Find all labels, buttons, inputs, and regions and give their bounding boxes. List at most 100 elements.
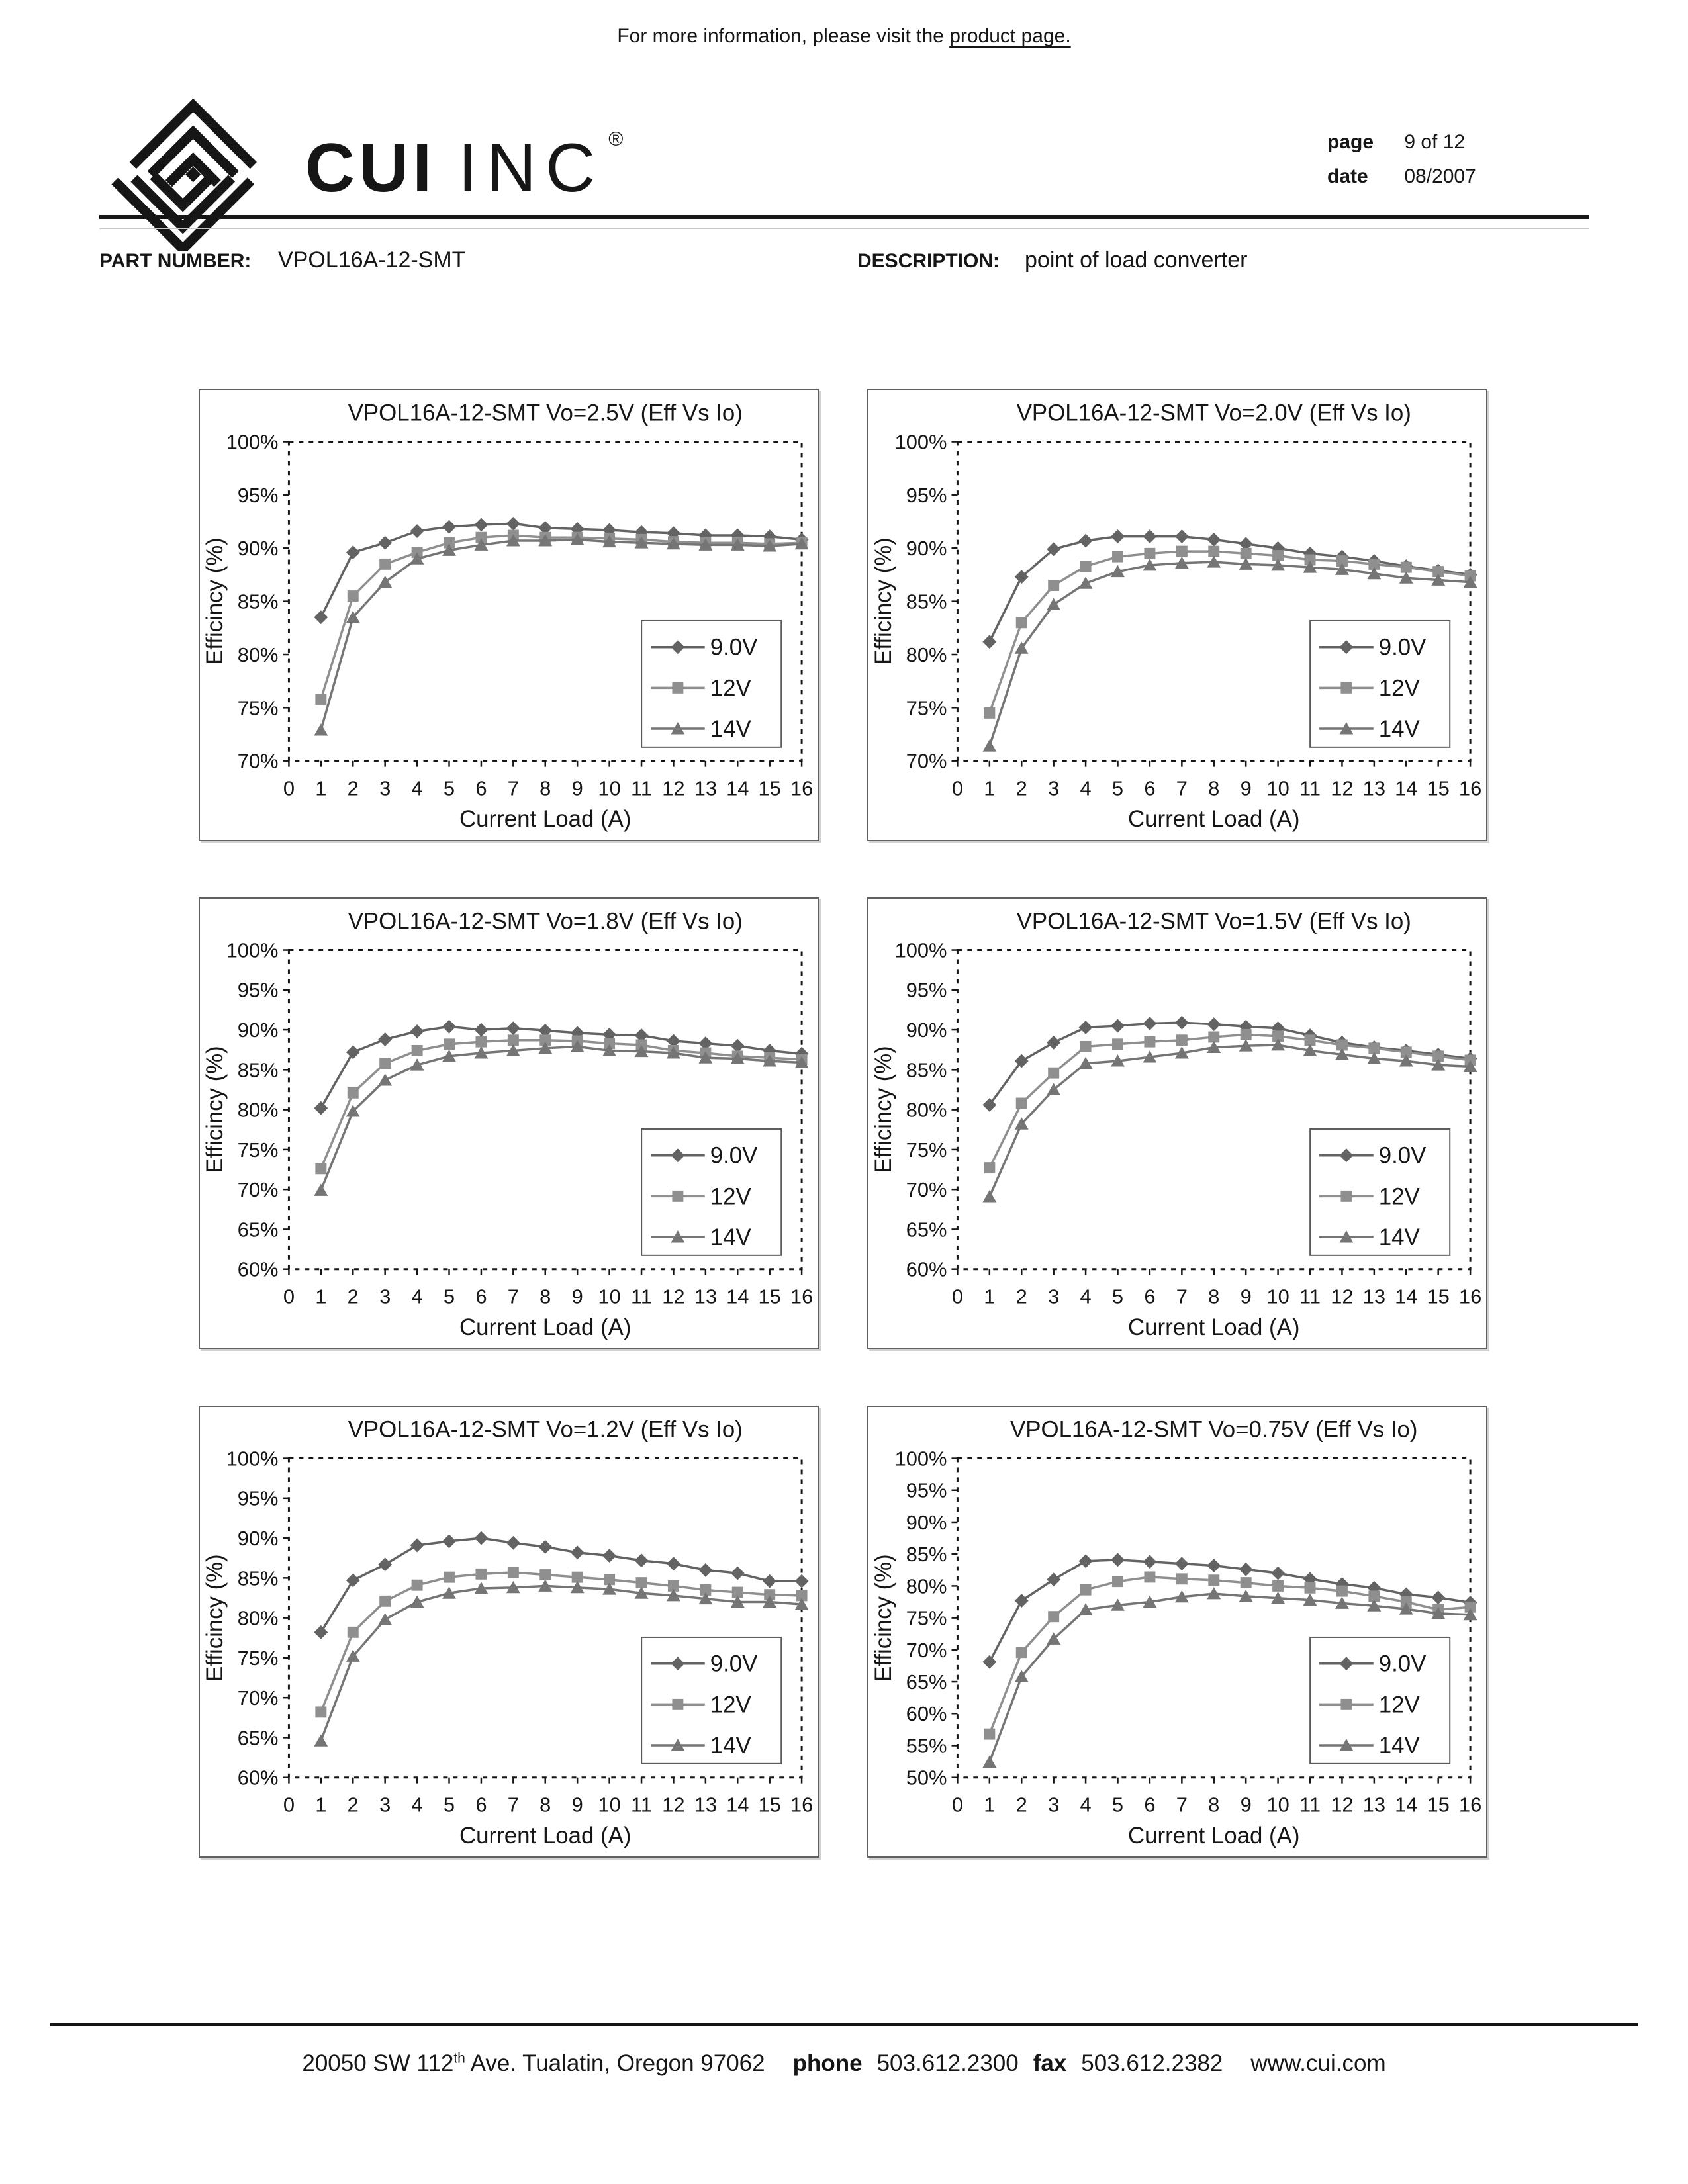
- svg-text:2: 2: [348, 1793, 359, 1816]
- svg-text:12: 12: [1331, 1285, 1353, 1308]
- svg-text:13: 13: [694, 1793, 717, 1816]
- series-group: [314, 1019, 809, 1196]
- legend: [1309, 619, 1451, 748]
- svg-text:9.0V: 9.0V: [710, 635, 758, 660]
- svg-text:6: 6: [475, 776, 487, 799]
- svg-text:9.0V: 9.0V: [1379, 635, 1427, 660]
- svg-text:5: 5: [444, 776, 455, 799]
- svg-text:14V: 14V: [1379, 1224, 1421, 1250]
- svg-text:16: 16: [790, 1793, 813, 1816]
- svg-text:VPOL16A-12-SMT Vo=1.2V (Eff Vs: VPOL16A-12-SMT Vo=1.2V (Eff Vs Io): [348, 1417, 743, 1443]
- chart-canvas-vo-2-5v: VPOL16A-12-SMT Vo=2.5V (Eff Vs Io) 70% 75%…: [202, 400, 813, 832]
- svg-text:0: 0: [283, 776, 295, 799]
- svg-text:15: 15: [759, 776, 781, 799]
- svg-text:8: 8: [1208, 776, 1219, 799]
- svg-text:1: 1: [315, 776, 326, 799]
- product-page-link[interactable]: product page.: [949, 25, 1071, 47]
- brand: CUI INC ®: [109, 85, 627, 251]
- page-meta: page 9 of 12 date 08/2007: [1327, 131, 1476, 200]
- svg-text:9: 9: [1241, 1793, 1252, 1816]
- svg-text:13: 13: [694, 776, 717, 799]
- svg-text:65%: 65%: [238, 1218, 279, 1241]
- svg-text:5: 5: [1112, 1793, 1123, 1816]
- svg-text:14: 14: [726, 1285, 749, 1308]
- svg-text:11: 11: [1299, 1285, 1321, 1308]
- legend: [641, 619, 782, 748]
- svg-text:0: 0: [952, 1793, 963, 1816]
- svg-text:1: 1: [315, 1285, 326, 1308]
- svg-text:12V: 12V: [710, 675, 752, 701]
- svg-text:Efficincy (%): Efficincy (%): [870, 1046, 896, 1173]
- svg-text:60%: 60%: [238, 1258, 279, 1281]
- svg-text:100%: 100%: [895, 939, 947, 962]
- svg-text:4: 4: [1080, 1793, 1092, 1816]
- legend: [1309, 1636, 1451, 1764]
- svg-text:5: 5: [1112, 1285, 1123, 1308]
- description-value: point of load converter: [1025, 248, 1248, 273]
- svg-text:3: 3: [379, 1285, 391, 1308]
- svg-text:11: 11: [631, 776, 652, 799]
- svg-text:10: 10: [598, 1285, 620, 1308]
- svg-text:8: 8: [1208, 1285, 1219, 1308]
- svg-text:75%: 75%: [906, 1607, 947, 1630]
- chart-vo-2-5v: VPOL16A-12-SMT Vo=2.5V (Eff Vs Io) 70% 75%…: [199, 389, 819, 841]
- top-note: For more information, please visit the p…: [0, 25, 1688, 48]
- chart-vo-1-5v: VPOL16A-12-SMT Vo=1.5V (Eff Vs Io) 60% 65%…: [867, 897, 1487, 1349]
- svg-text:3: 3: [379, 776, 391, 799]
- svg-text:Current Load (A): Current Load (A): [459, 1314, 631, 1340]
- svg-text:1: 1: [984, 1793, 995, 1816]
- svg-text:13: 13: [1363, 1793, 1385, 1816]
- part-number-label: PART NUMBER:: [99, 250, 252, 272]
- svg-text:2: 2: [1016, 776, 1027, 799]
- svg-text:11: 11: [631, 1285, 652, 1308]
- chart-canvas-vo-1-2v: VPOL16A-12-SMT Vo=1.2V (Eff Vs Io) 60% 65%…: [202, 1417, 813, 1848]
- svg-text:5: 5: [444, 1285, 455, 1308]
- header-rule: [99, 215, 1589, 219]
- svg-text:9: 9: [1241, 1285, 1252, 1308]
- svg-text:14: 14: [1395, 1285, 1417, 1308]
- svg-text:75%: 75%: [238, 1138, 279, 1161]
- brand-inc: INC: [458, 130, 605, 206]
- part-number-value: VPOL16A-12-SMT: [278, 248, 466, 273]
- svg-text:15: 15: [759, 1793, 781, 1816]
- svg-text:75%: 75%: [238, 696, 279, 719]
- svg-text:VPOL16A-12-SMT Vo=1.8V (Eff Vs: VPOL16A-12-SMT Vo=1.8V (Eff Vs Io): [348, 909, 743, 934]
- chart-canvas-vo-2-0v: VPOL16A-12-SMT Vo=2.0V (Eff Vs Io) 70% 75%…: [870, 400, 1481, 832]
- svg-text:4: 4: [412, 776, 423, 799]
- svg-text:70%: 70%: [238, 1686, 279, 1709]
- svg-text:9: 9: [572, 1285, 583, 1308]
- svg-text:1: 1: [984, 776, 995, 799]
- svg-text:7: 7: [1176, 1285, 1188, 1308]
- svg-text:VPOL16A-12-SMT Vo=2.5V (Eff Vs: VPOL16A-12-SMT Vo=2.5V (Eff Vs Io): [348, 400, 743, 426]
- svg-text:2: 2: [1016, 1285, 1027, 1308]
- svg-text:90%: 90%: [238, 1527, 279, 1550]
- svg-text:15: 15: [1427, 776, 1450, 799]
- svg-text:Current Load (A): Current Load (A): [459, 806, 631, 832]
- top-note-text: For more information, please visit the: [617, 25, 950, 47]
- svg-text:Efficincy (%): Efficincy (%): [202, 537, 228, 665]
- svg-text:13: 13: [694, 1285, 717, 1308]
- svg-text:4: 4: [1080, 776, 1092, 799]
- svg-text:16: 16: [790, 1285, 813, 1308]
- svg-text:16: 16: [1459, 776, 1481, 799]
- svg-text:75%: 75%: [906, 1138, 947, 1161]
- svg-text:14V: 14V: [710, 1733, 752, 1758]
- svg-text:100%: 100%: [226, 939, 279, 962]
- svg-text:0: 0: [952, 1285, 963, 1308]
- svg-text:11: 11: [631, 1793, 652, 1816]
- svg-text:6: 6: [1144, 776, 1155, 799]
- legend: [1309, 1128, 1451, 1256]
- brand-cui: CUI: [305, 130, 436, 206]
- svg-text:Efficincy (%): Efficincy (%): [202, 1046, 228, 1173]
- svg-text:65%: 65%: [906, 1218, 947, 1241]
- svg-text:14V: 14V: [1379, 1733, 1421, 1758]
- svg-text:12: 12: [662, 776, 684, 799]
- svg-text:8: 8: [539, 776, 551, 799]
- svg-text:90%: 90%: [906, 537, 947, 560]
- svg-text:90%: 90%: [906, 1019, 947, 1042]
- svg-text:9.0V: 9.0V: [710, 1143, 758, 1169]
- page-number-row: page 9 of 12: [1327, 131, 1476, 154]
- svg-text:10: 10: [598, 1793, 620, 1816]
- svg-text:9: 9: [572, 1793, 583, 1816]
- svg-text:85%: 85%: [906, 1058, 947, 1081]
